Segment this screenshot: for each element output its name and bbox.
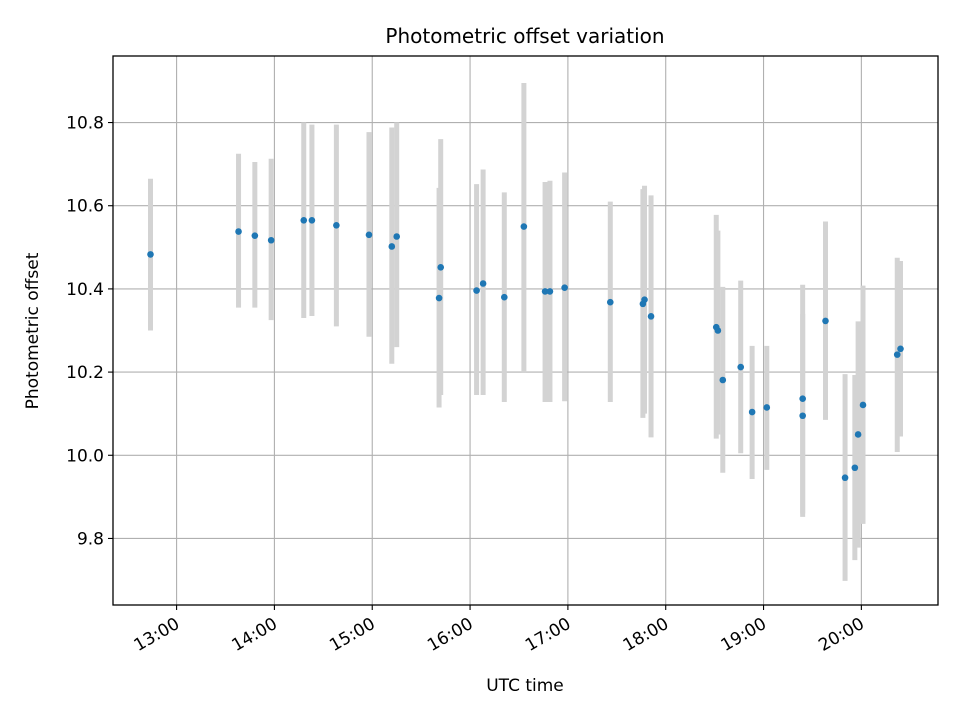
data-point — [267, 236, 275, 244]
data-point — [365, 231, 373, 239]
chart-title: Photometric offset variation — [385, 24, 664, 48]
data-point — [479, 280, 487, 287]
data-point — [437, 263, 445, 271]
y-axis-label: Photometric offset — [23, 252, 43, 409]
y-axis-ticks: 9.8 10.0 10.2 10.4 10.6 10.8 — [66, 114, 113, 549]
data-point — [641, 296, 648, 304]
data-point — [435, 294, 443, 302]
x-axis-label: UTC time — [486, 676, 564, 696]
y-tick-label: 10.8 — [66, 114, 104, 134]
data-point — [841, 474, 849, 482]
data-point — [897, 345, 904, 353]
data-point — [714, 327, 722, 334]
data-point — [308, 216, 316, 224]
data-point — [147, 251, 154, 258]
y-tick-label: 10.4 — [66, 280, 104, 300]
y-tick-label: 10.6 — [66, 197, 104, 217]
data-point — [606, 298, 614, 306]
data-point — [520, 223, 528, 230]
data-point — [473, 287, 480, 294]
data-point — [799, 412, 806, 420]
y-tick-label: 10.0 — [66, 446, 104, 466]
data-point — [300, 216, 308, 224]
data-points — [147, 216, 904, 482]
data-point — [859, 401, 867, 409]
data-point — [763, 404, 771, 411]
data-point — [501, 293, 508, 301]
data-point — [854, 431, 862, 438]
data-point — [737, 363, 745, 371]
data-point — [822, 317, 829, 325]
data-point — [251, 232, 259, 239]
data-point — [561, 284, 568, 291]
data-point — [893, 351, 901, 358]
data-point — [388, 243, 396, 250]
data-point — [235, 228, 242, 235]
data-point — [851, 464, 859, 472]
data-point — [647, 313, 655, 320]
data-point — [799, 395, 806, 403]
data-point — [393, 233, 400, 240]
data-point — [546, 288, 554, 295]
data-point — [748, 408, 756, 416]
y-tick-label: 9.8 — [77, 529, 104, 549]
y-tick-label: 10.2 — [66, 363, 104, 383]
data-point — [719, 376, 727, 384]
data-point — [333, 221, 340, 229]
data-point — [541, 288, 549, 295]
plot-frame — [112, 55, 939, 606]
